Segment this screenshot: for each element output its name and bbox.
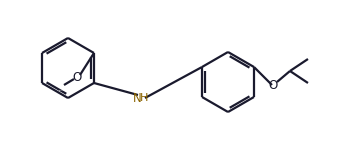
- Text: methoxy: methoxy: [62, 88, 68, 89]
- Text: O: O: [72, 71, 82, 85]
- Text: methoxy: methoxy: [59, 90, 65, 91]
- Text: O: O: [268, 79, 277, 93]
- Text: H: H: [140, 93, 148, 103]
- Text: N: N: [133, 92, 141, 105]
